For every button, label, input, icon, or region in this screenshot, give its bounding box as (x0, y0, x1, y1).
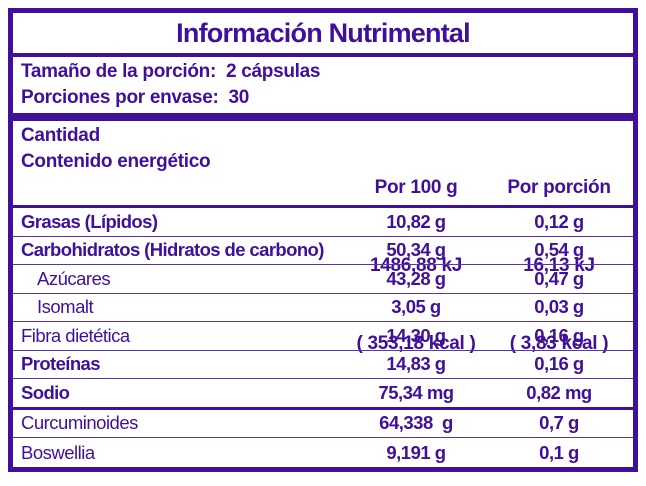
label-title-section: Información Nutrimental (13, 13, 633, 57)
row-label: Fibra dietética (21, 324, 130, 346)
servings-per-container-label: Porciones por envase: (21, 87, 219, 108)
row-portion-value: 0,82 mg (526, 381, 592, 403)
row-label: Grasas (Lípidos) (21, 210, 158, 232)
row-portion-value: 0,16 g (534, 324, 584, 346)
row-label: Azúcares (37, 267, 111, 289)
row-portion-value: 0,1 g (539, 441, 579, 463)
row-per100-value: 9,191 g (386, 441, 446, 463)
energy-header-labels: Cantidad Contenido energético (19, 123, 341, 205)
table-row-sugars: Azúcares 43,28 g 0,47 g (13, 265, 633, 294)
row-label: Curcuminoides (21, 412, 138, 434)
row-label: Sodio (21, 381, 70, 403)
row-per100-value: 75,34 mg (378, 381, 454, 403)
row-label: Carbohidratos (Hidratos de carbono) (21, 239, 324, 261)
servings-per-container-value: 30 (228, 87, 250, 108)
table-row-sodium: Sodio 75,34 mg 0,82 mg (13, 379, 633, 410)
serving-size-line: Tamaño de la porción: 2 cápsulas (21, 59, 625, 85)
row-portion-value: 0,03 g (534, 296, 584, 318)
per-portion-kj-value: 16,13 kJ (523, 255, 595, 276)
row-per100-value: 64,338 g (379, 412, 453, 434)
row-label: Boswellia (21, 441, 95, 463)
energy-content-label: Contenido energético (21, 151, 211, 172)
serving-size-value: 2 cápsulas (225, 61, 321, 82)
table-row-carbohydrates: Carbohidratos (Hidratos de carbono) 50,3… (13, 237, 633, 265)
servings-per-container-line: Porciones por envase: 30 (21, 85, 625, 111)
per-100g-kj-value: 1486,88 kJ (369, 255, 463, 276)
row-per100-value: 3,05 g (391, 296, 441, 318)
row-per100-value: 10,82 g (386, 210, 446, 232)
thick-divider-bar (13, 113, 633, 121)
per-100g-kcal-value: ( 353,18 kcal ) (356, 333, 476, 354)
table-row-curcuminoids: Curcuminoides 64,338 g 0,7 g (13, 410, 633, 438)
row-per100-value: 14,83 g (386, 353, 446, 375)
serving-info-section: Tamaño de la porción: 2 cápsulas Porcion… (13, 57, 633, 113)
row-portion-value: 0,7 g (539, 412, 579, 434)
per-100g-label: Por 100 g (374, 177, 458, 198)
row-portion-value: 0,12 g (534, 210, 584, 232)
row-label: Proteínas (21, 353, 101, 375)
row-per100-value: 43,28 g (386, 267, 446, 289)
row-portion-value: 0,54 g (534, 239, 584, 261)
energy-header-section: Cantidad Contenido energético Por 100 g … (13, 121, 633, 354)
serving-size-label: Tamaño de la porción: (21, 61, 216, 82)
per-portion-kcal-value: ( 3,83 kcal ) (509, 333, 609, 354)
row-portion-value: 0,16 g (534, 353, 584, 375)
per-portion-label: Por porción (507, 177, 611, 198)
amount-header: Cantidad (21, 125, 100, 146)
row-per100-value: 50,34 g (386, 239, 446, 261)
nutrition-label: Información Nutrimental Tamaño de la por… (8, 8, 638, 472)
table-row-isomalt: Isomalt 3,05 g 0,03 g (13, 294, 633, 322)
per-100g-column-header: Por 100 g 1486,88 kJ ( 353,18 kcal ) (341, 123, 491, 354)
table-row-proteins: Proteínas 14,83 g 0,16 g (13, 351, 633, 379)
table-row-boswellia: Boswellia 9,191 g 0,1 g (13, 438, 633, 467)
table-row-dietary-fiber: Fibra dietética 14,30 g 0,16 g (13, 322, 633, 351)
row-portion-value: 0,47 g (534, 267, 584, 289)
label-title: Información Nutrimental (176, 17, 470, 48)
table-row-fats: Grasas (Lípidos) 10,82 g 0,12 g (13, 208, 633, 237)
per-portion-column-header: Por porción 16,13 kJ ( 3,83 kcal ) (491, 123, 627, 354)
row-label: Isomalt (37, 296, 94, 318)
row-per100-value: 14,30 g (386, 324, 446, 346)
